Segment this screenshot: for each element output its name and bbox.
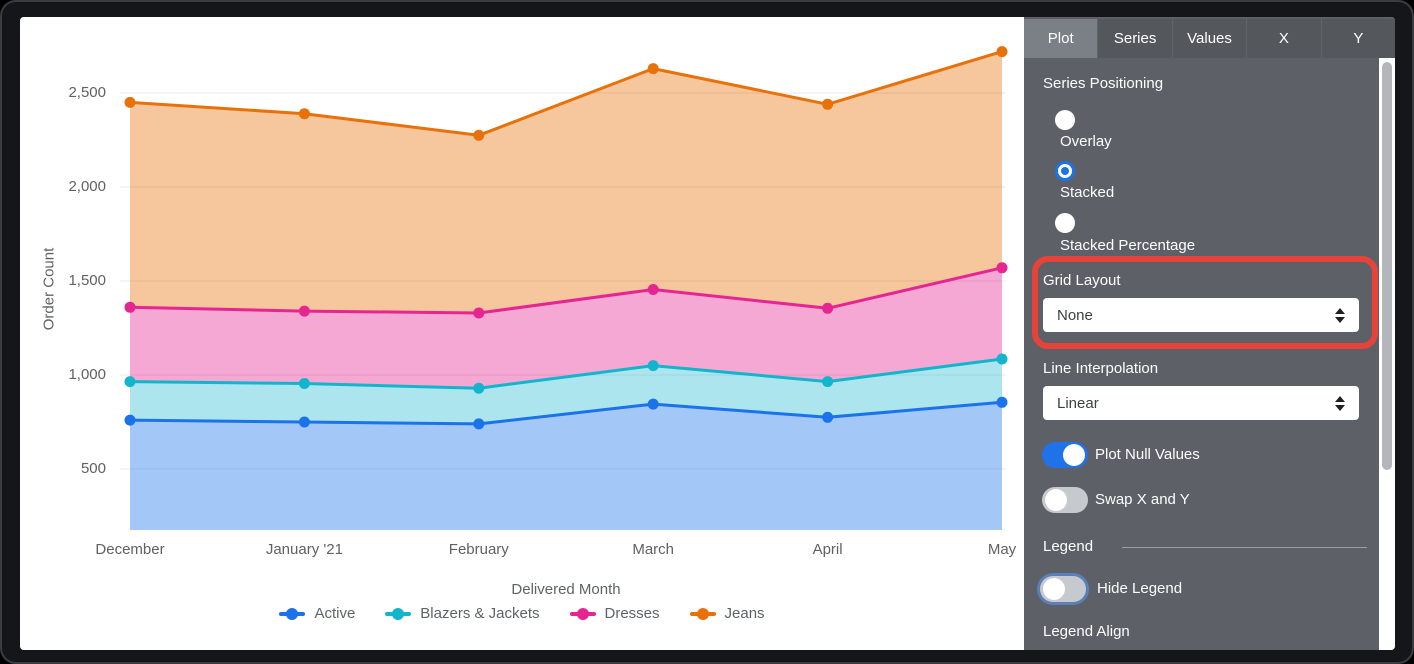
plot-null-values-toggle[interactable] bbox=[1042, 442, 1088, 468]
radio-stacked-percentage-label[interactable]: Stacked Percentage bbox=[1060, 237, 1196, 254]
scrollbar-track bbox=[1379, 58, 1395, 650]
tab-plot[interactable]: Plot bbox=[1024, 19, 1099, 58]
legend-label: Dresses bbox=[604, 605, 660, 622]
stacked-area-chart bbox=[120, 46, 1008, 530]
x-axis-title: Delivered Month bbox=[511, 581, 621, 598]
hide-legend-label: Hide Legend bbox=[1097, 580, 1183, 597]
line-interpolation-label: Line Interpolation bbox=[1043, 360, 1159, 377]
x-tick-label: March bbox=[632, 541, 675, 558]
swap-x-y-label: Swap X and Y bbox=[1095, 491, 1190, 508]
grid-layout-value: None bbox=[1057, 306, 1093, 324]
legend-item[interactable]: Jeans bbox=[689, 605, 765, 622]
legend-label: Blazers & Jackets bbox=[420, 605, 540, 622]
tab-values[interactable]: Values bbox=[1173, 19, 1248, 58]
radio-overlay-label[interactable]: Overlay bbox=[1060, 133, 1112, 150]
legend-marker-icon bbox=[569, 607, 596, 620]
grid-layout-label: Grid Layout bbox=[1043, 272, 1121, 289]
x-tick-label: January '21 bbox=[265, 541, 343, 558]
legend-marker-icon bbox=[689, 607, 716, 620]
chart-area: 500 1,000 1,500 2,000 2,500 December January … bbox=[20, 17, 1024, 650]
updown-arrows-icon bbox=[1335, 395, 1345, 411]
y-tick-label: 1,000 bbox=[68, 366, 106, 383]
y-tick-label: 2,500 bbox=[68, 84, 106, 101]
y-axis-title: Order Count bbox=[40, 247, 58, 331]
x-tick-label: May bbox=[987, 541, 1017, 558]
legend-align-label: Legend Align bbox=[1043, 623, 1130, 640]
updown-arrows-icon bbox=[1335, 307, 1345, 323]
swap-x-y-toggle[interactable] bbox=[1042, 487, 1088, 513]
legend-label: Jeans bbox=[724, 605, 765, 622]
app-content: 500 1,000 1,500 2,000 2,500 December January … bbox=[20, 17, 1395, 650]
grid-layout-dropdown[interactable]: None bbox=[1043, 298, 1359, 332]
x-tick-label: April bbox=[812, 541, 843, 558]
legend-item[interactable]: Active bbox=[279, 605, 355, 622]
settings-panel: Plot Series Values X Y Series Positionin… bbox=[1024, 17, 1395, 650]
legend-section-label: Legend bbox=[1043, 538, 1094, 555]
legend-marker-icon bbox=[385, 607, 412, 620]
radio-overlay[interactable] bbox=[1055, 110, 1075, 130]
scrollbar-thumb[interactable] bbox=[1382, 62, 1392, 470]
legend-item[interactable]: Dresses bbox=[569, 605, 660, 622]
series-positioning-label: Series Positioning bbox=[1043, 75, 1164, 92]
panel-tab-bar: Plot Series Values X Y bbox=[1024, 19, 1395, 58]
plot-null-values-label: Plot Null Values bbox=[1095, 446, 1200, 463]
tab-y[interactable]: Y bbox=[1353, 30, 1364, 47]
tab-series[interactable]: Series bbox=[1098, 19, 1173, 58]
line-interpolation-dropdown[interactable]: Linear bbox=[1043, 386, 1359, 420]
radio-stacked-label[interactable]: Stacked bbox=[1060, 184, 1115, 201]
y-tick-label: 2,000 bbox=[68, 178, 106, 195]
section-divider bbox=[1122, 547, 1367, 548]
line-interpolation-value: Linear bbox=[1057, 394, 1099, 412]
legend-marker-icon bbox=[279, 607, 306, 620]
x-tick-label: December bbox=[95, 541, 165, 558]
tab-x[interactable]: X bbox=[1247, 19, 1322, 58]
radio-stacked-percentage[interactable] bbox=[1055, 213, 1075, 233]
hide-legend-toggle[interactable] bbox=[1040, 576, 1086, 602]
legend-label: Active bbox=[314, 605, 356, 622]
legend: Active Blazers & Jackets Dresses Jeans bbox=[20, 605, 1024, 622]
radio-stacked[interactable] bbox=[1055, 161, 1075, 181]
y-tick-label: 500 bbox=[80, 460, 106, 477]
x-tick-label: February bbox=[448, 541, 509, 558]
y-tick-label: 1,500 bbox=[68, 272, 106, 289]
legend-item[interactable]: Blazers & Jackets bbox=[385, 605, 540, 622]
